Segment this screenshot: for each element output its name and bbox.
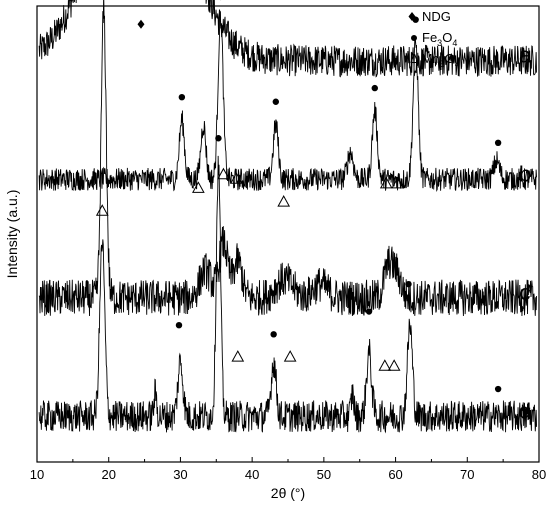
x-tick-label: 30 [173, 467, 187, 482]
y-axis-title: Intensity (a.u.) [4, 190, 20, 279]
legend-label-part: 4 [455, 59, 460, 69]
legend-label: Fe3O4 [422, 30, 457, 48]
plot-area: a b c d [39, 0, 536, 432]
ndg-marker [137, 20, 144, 29]
x-tick-label: 50 [317, 467, 331, 482]
x-axis-title: 2θ (°) [271, 485, 305, 501]
trace-label-b: b [519, 161, 531, 186]
series-a: a [39, 0, 536, 77]
fe3o4-marker [215, 135, 221, 141]
legend-fe3o4-icon [411, 35, 417, 41]
mn3o4-marker [379, 360, 390, 370]
trace-label-d: d [519, 398, 531, 423]
trace-label-a: a [519, 43, 532, 68]
x-axis-ticks: 10 20 30 40 50 60 70 80 [30, 457, 546, 482]
legend-label-part: O [445, 51, 455, 66]
fe3o4-marker [495, 386, 501, 392]
fe3o4-marker [176, 322, 182, 328]
mn3o4-marker [285, 351, 296, 361]
mn3o4-marker [232, 351, 243, 361]
x-tick-label: 80 [532, 467, 546, 482]
legend-label: NDG [422, 9, 451, 24]
fe3o4-marker [270, 331, 276, 337]
series-c: c [39, 0, 536, 316]
trace-b [39, 11, 536, 191]
trace-a [39, 0, 536, 77]
fe3o4-marker [372, 85, 378, 91]
legend-label-part: Fe [422, 30, 437, 45]
legend-label-part: Δ Mn [410, 51, 440, 66]
legend-label-part: 4 [452, 38, 457, 48]
x-tick-label: 40 [245, 467, 259, 482]
series-b: b [39, 0, 536, 191]
trace-label-c: c [520, 280, 531, 305]
x-tick-label: 10 [30, 467, 44, 482]
plot-frame [37, 6, 539, 462]
x-tick-label: 60 [388, 467, 402, 482]
fe3o4-marker [179, 94, 185, 100]
legend-label-part: O [442, 30, 452, 45]
mn3o4-marker [278, 196, 289, 206]
fe3o4-marker [495, 140, 501, 146]
mn3o4-marker [97, 205, 108, 215]
fe3o4-marker [405, 281, 411, 287]
trace-c [39, 0, 536, 316]
x-tick-label: 20 [101, 467, 115, 482]
fe3o4-marker [366, 308, 372, 314]
x-tick-label: 70 [460, 467, 474, 482]
mn3o4-marker [389, 360, 400, 370]
fe3o4-marker [273, 99, 279, 105]
